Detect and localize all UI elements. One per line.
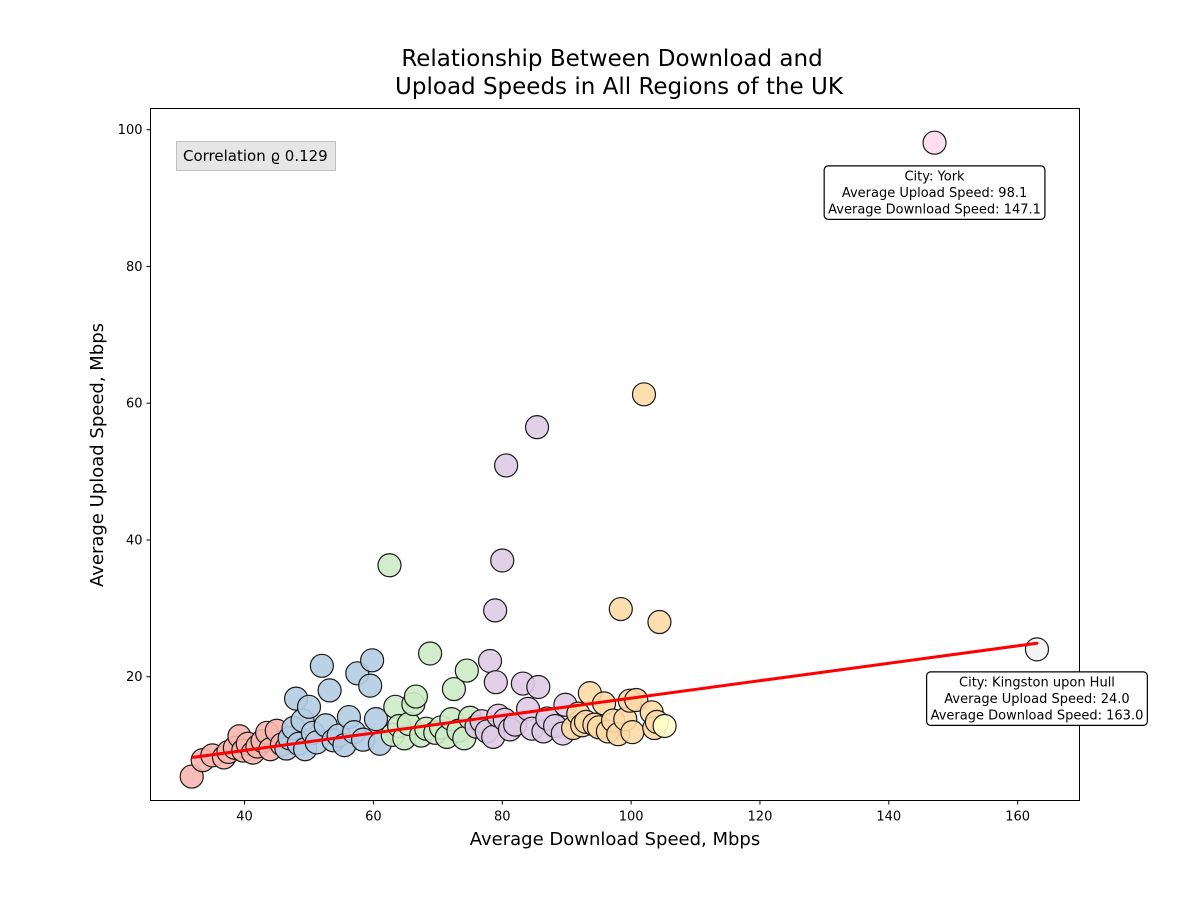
data-point xyxy=(647,609,672,635)
trend-line-layer xyxy=(191,641,1039,759)
x-tick-label: 60 xyxy=(365,810,382,825)
x-axis: 40 60 80 100 120 140 160 xyxy=(236,800,1030,825)
x-tick-label: 100 xyxy=(619,810,644,825)
y-tick-label: 20 xyxy=(126,670,143,685)
data-point xyxy=(377,553,402,578)
trend-line xyxy=(191,641,1039,759)
plot-area xyxy=(150,108,1080,801)
y-tick-label: 80 xyxy=(126,260,143,275)
data-point xyxy=(483,670,508,695)
data-point xyxy=(1024,637,1050,662)
data-point xyxy=(524,415,550,440)
correlation-box: Correlation ϱ 0.129 xyxy=(176,141,336,171)
annotation-box-bg xyxy=(926,671,1148,726)
correlation-text: Correlation ϱ 0.129 xyxy=(183,147,328,165)
data-point xyxy=(631,382,657,407)
x-tick-label: 40 xyxy=(236,810,253,825)
data-point xyxy=(922,130,947,155)
x-tick-label: 120 xyxy=(748,810,773,825)
data-point xyxy=(360,648,385,673)
x-axis-label: Average Download Speed, Mbps xyxy=(470,829,760,850)
data-point xyxy=(418,641,443,666)
annotation-text: Average Download Speed: 147.1 xyxy=(828,203,1041,218)
data-point xyxy=(403,684,429,709)
y-tick-label: 60 xyxy=(126,397,143,412)
chart-title-line-2: Upload Speeds in All Regions of the UK xyxy=(395,74,844,100)
x-tick-label: 160 xyxy=(1005,810,1030,825)
data-point xyxy=(477,648,503,674)
y-axis-label: Average Upload Speed, Mbps xyxy=(87,323,108,587)
data-point xyxy=(608,596,633,622)
data-point xyxy=(317,678,342,703)
data-point xyxy=(620,720,645,745)
annotation-text: Average Download Speed: 163.0 xyxy=(931,709,1144,724)
data-point xyxy=(358,673,383,698)
x-tick-label: 140 xyxy=(876,810,901,825)
data-point xyxy=(441,676,467,702)
annotation-box-bg xyxy=(823,165,1046,220)
data-point xyxy=(652,713,677,739)
data-point xyxy=(296,694,322,719)
data-point xyxy=(309,653,334,678)
data-points xyxy=(179,130,1050,789)
correlation-box-bg xyxy=(176,141,336,171)
y-tick-label: 100 xyxy=(118,123,143,138)
annotation-text: City: York xyxy=(904,170,965,185)
annotation-text: City: Kingston upon Hull xyxy=(959,676,1115,691)
chart-title-line-1: Relationship Between Download and xyxy=(401,46,822,72)
y-axis: 20 40 60 80 100 xyxy=(118,123,151,685)
data-point xyxy=(454,658,479,683)
data-point xyxy=(490,548,515,573)
x-tick-label: 80 xyxy=(494,810,511,825)
annotation-text: Average Upload Speed: 24.0 xyxy=(944,692,1129,707)
y-tick-label: 40 xyxy=(126,533,143,548)
annotation-text: Average Upload Speed: 98.1 xyxy=(842,186,1027,201)
data-point xyxy=(363,707,389,732)
data-point xyxy=(483,598,508,623)
data-point xyxy=(494,453,519,478)
data-point xyxy=(526,674,551,700)
